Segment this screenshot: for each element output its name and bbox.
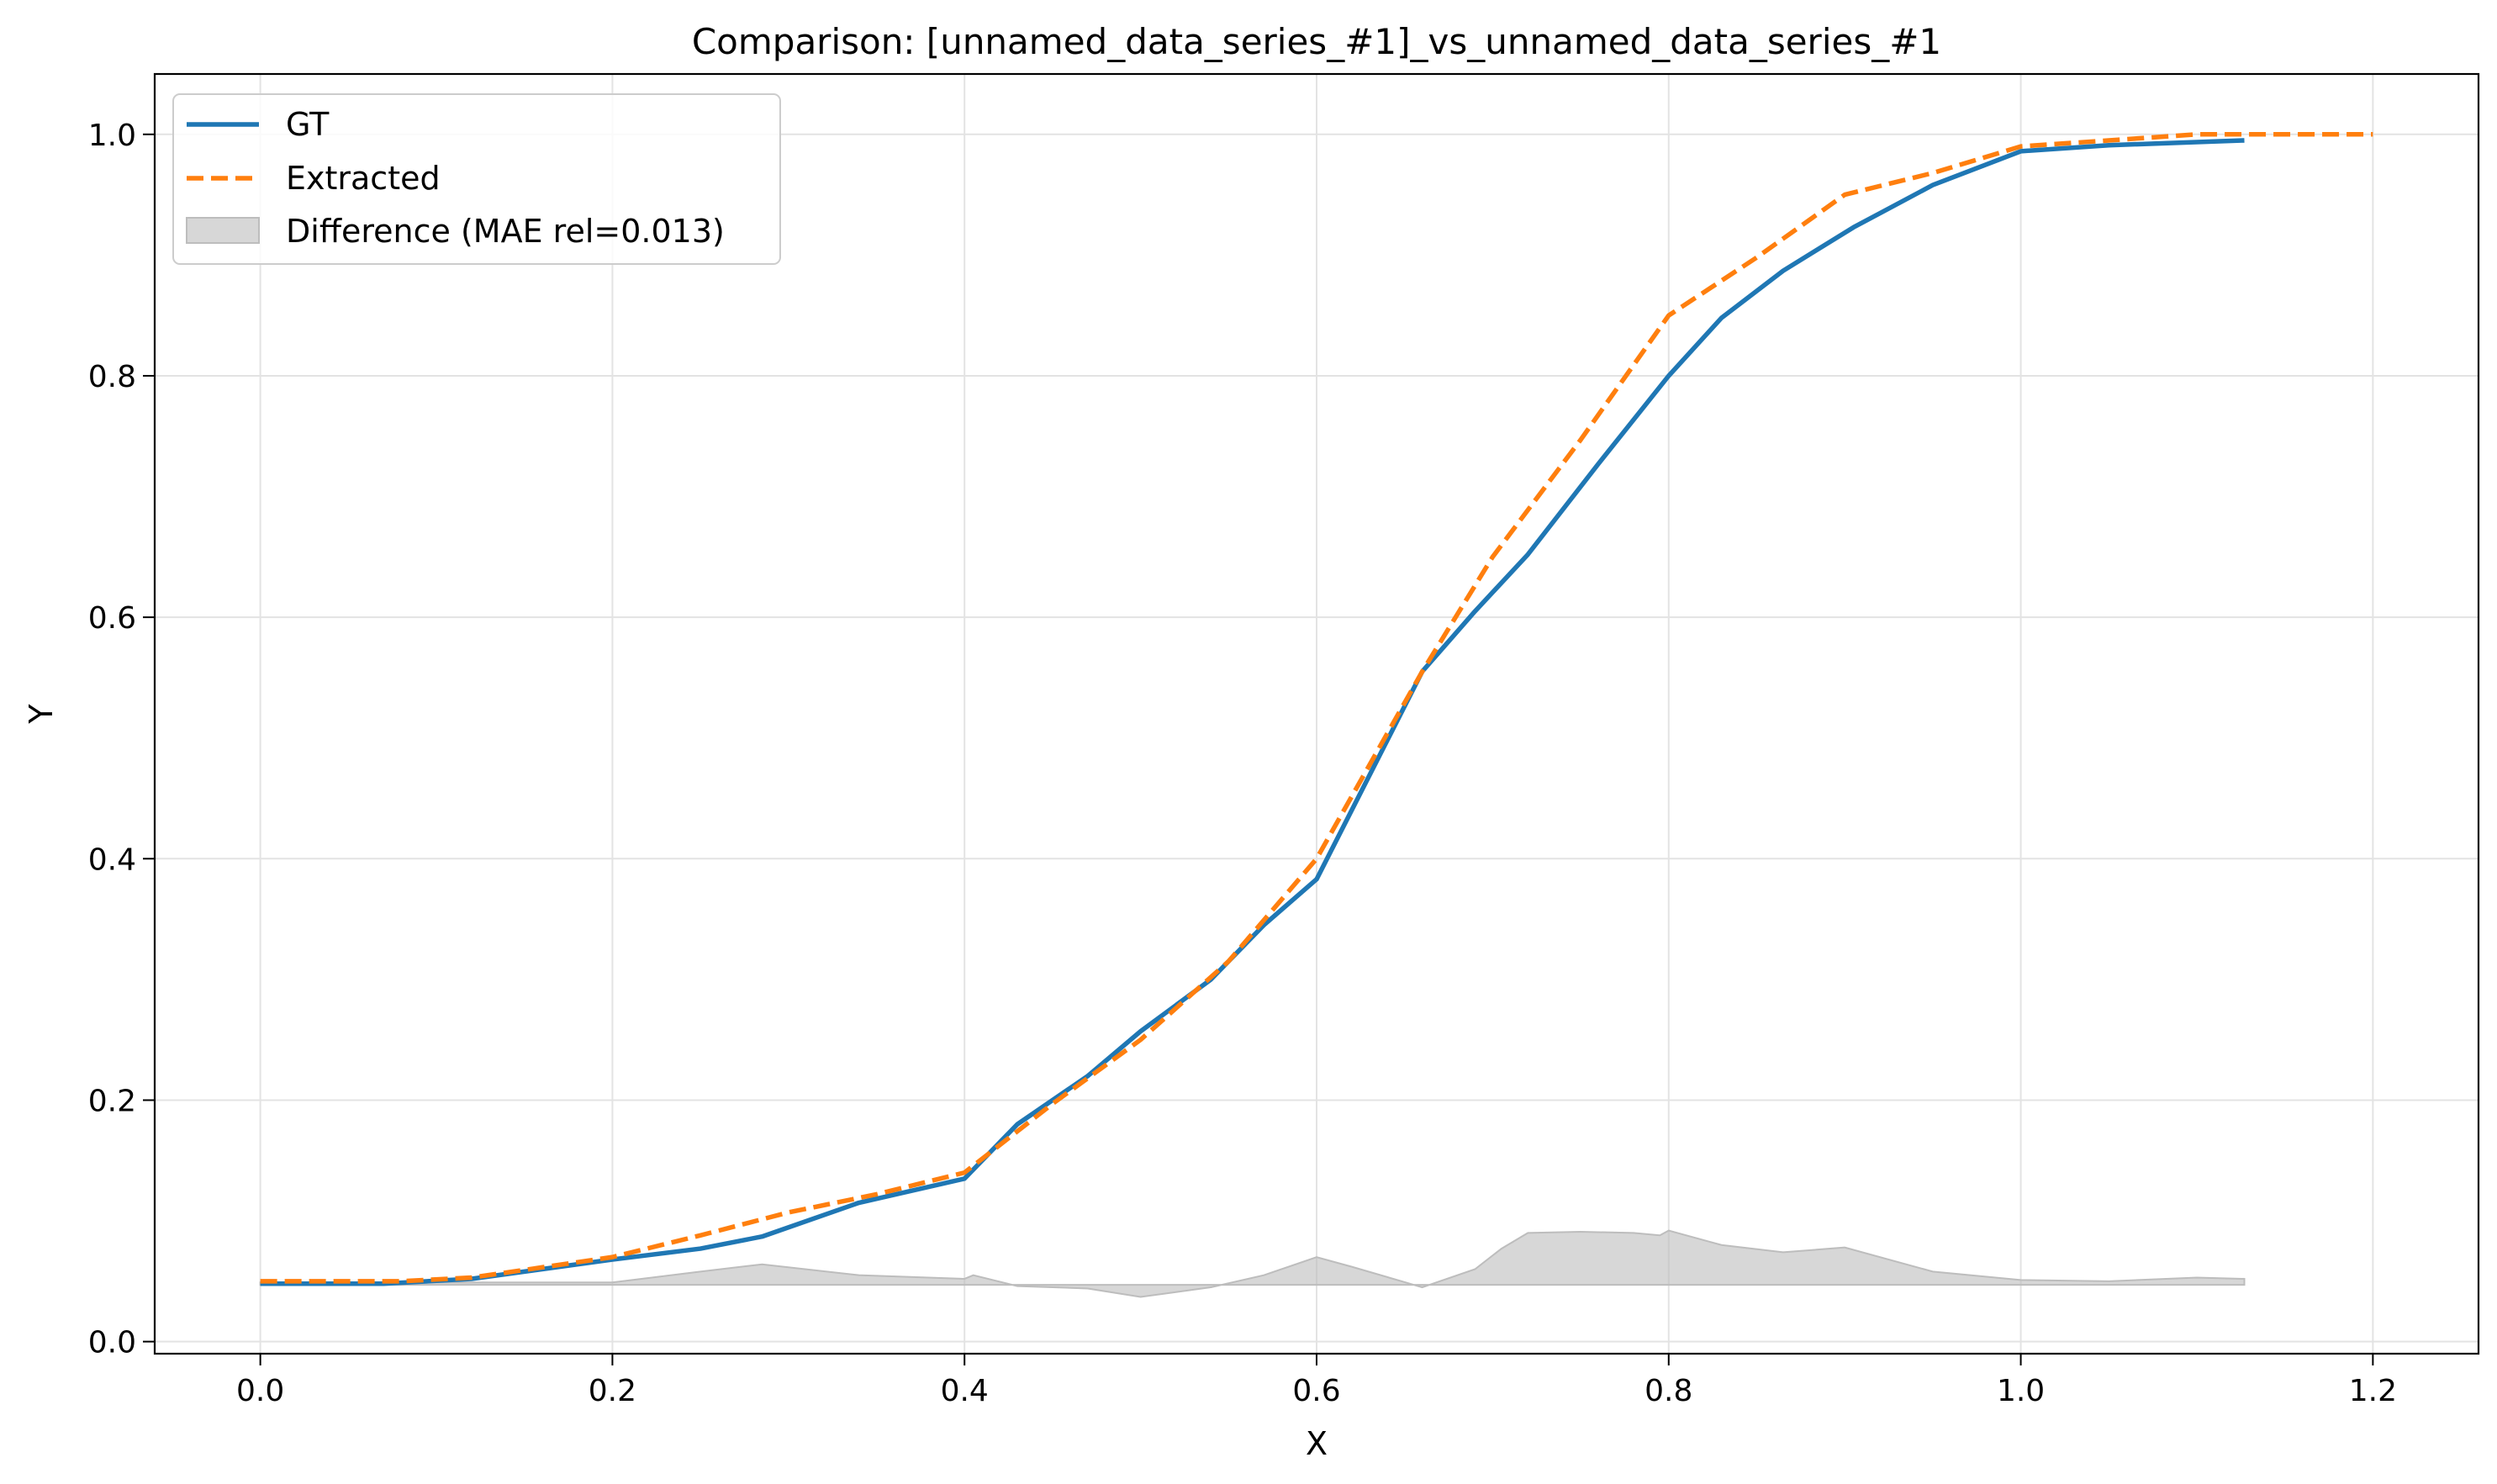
series-layer xyxy=(260,132,2373,1286)
x-tick-label: 0.2 xyxy=(589,1374,636,1408)
legend-difference-label: Difference (MAE rel=0.013) xyxy=(286,213,725,250)
legend-box xyxy=(172,93,781,265)
series-extracted-line xyxy=(260,132,2373,1284)
legend-difference-swatch xyxy=(186,217,260,244)
x-tick-label: 1.0 xyxy=(1997,1374,2045,1408)
x-tick-label: 1.2 xyxy=(2349,1374,2397,1408)
y-tick-label: 0.0 xyxy=(88,1326,136,1360)
axis-ticks: 0.0 0.2 0.4 0.6 0.8 1.0 1.2 0.0 0.2 0.4 0.6 0.8 1.0 xyxy=(88,119,2397,1408)
x-tick-label: 0.6 xyxy=(1292,1374,1340,1408)
y-axis-label: Y xyxy=(23,704,60,725)
grid-lines xyxy=(155,74,2479,1354)
y-tick-label: 0.2 xyxy=(88,1084,136,1118)
difference-area-layer xyxy=(259,1229,2246,1298)
y-tick-label: 0.4 xyxy=(88,842,136,877)
x-tick-label: 0.0 xyxy=(236,1374,284,1408)
y-tick-label: 0.6 xyxy=(88,601,136,636)
y-tick-label: 1.0 xyxy=(88,119,136,153)
x-tick-label: 0.8 xyxy=(1644,1374,1692,1408)
legend-gt-label: GT xyxy=(286,106,330,143)
y-tick-label: 0.8 xyxy=(88,360,136,394)
chart-title: Comparison: [unnamed_data_series_#1]_vs_… xyxy=(692,21,1941,62)
series-gt-line xyxy=(260,138,2245,1286)
x-tick-label: 0.4 xyxy=(941,1374,989,1408)
difference-area xyxy=(259,1229,2246,1298)
legend: GT Extracted Difference (MAE rel=0.013) xyxy=(172,93,781,265)
legend-extracted-label: Extracted xyxy=(286,160,441,197)
x-axis-label: X xyxy=(1306,1425,1328,1462)
